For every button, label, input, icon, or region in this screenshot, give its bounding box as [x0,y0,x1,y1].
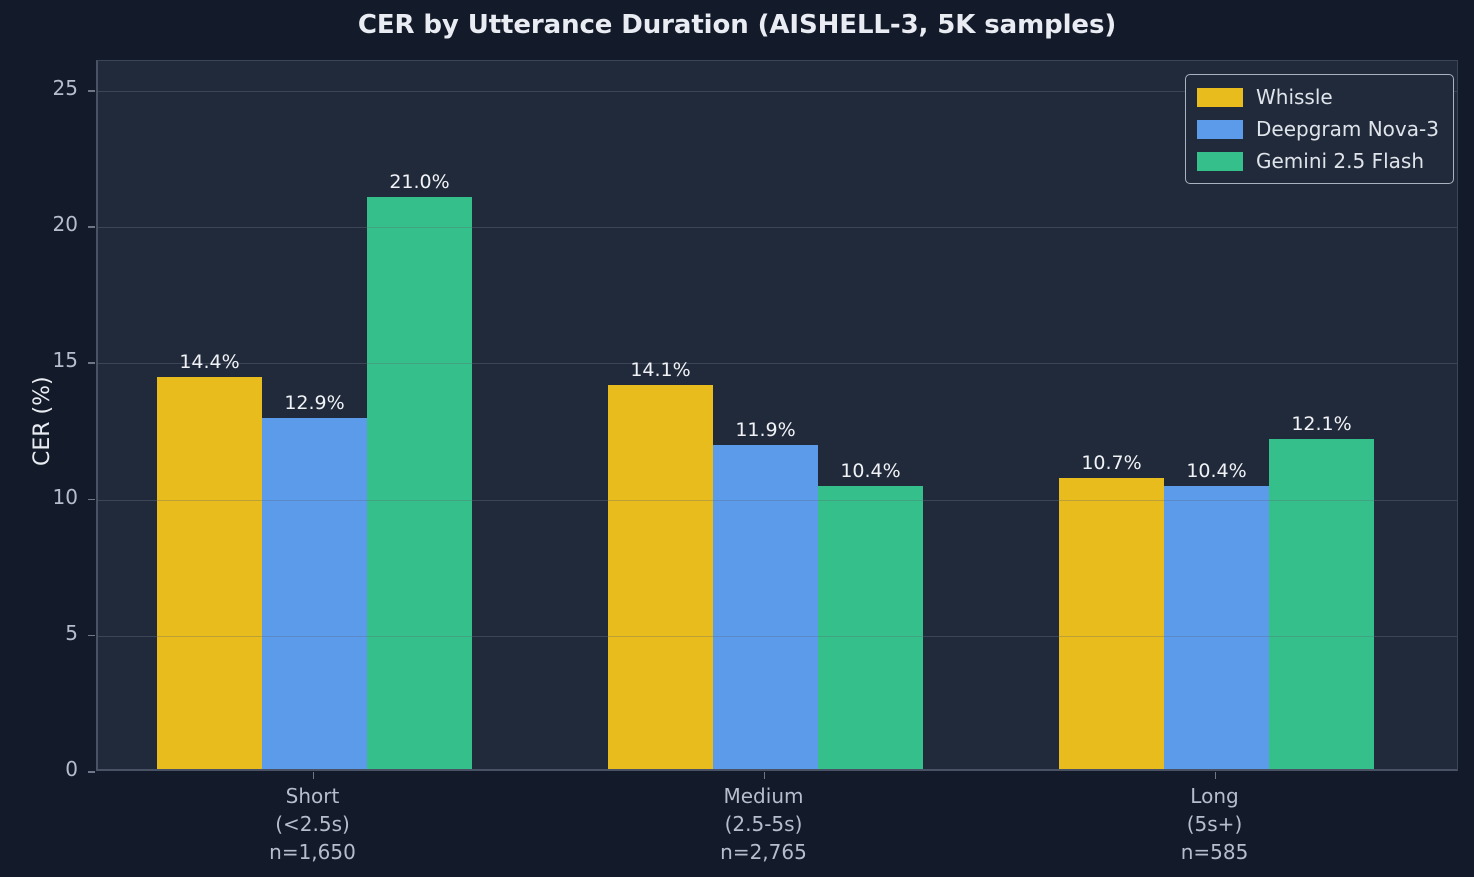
y-axis-tick-mark [88,771,95,773]
y-axis-label: CER (%) [30,375,55,466]
x-axis-group-range: (2.5-5s) [724,812,803,836]
bar[interactable] [818,485,923,769]
x-axis-group-label: Long (5s+) n=585 [1065,782,1365,866]
y-axis-tick-mark [88,362,95,364]
bar[interactable] [367,196,472,769]
grid-lines-overlay [98,61,1457,769]
bar-value-label: 12.1% [1291,413,1352,436]
legend-item-label: Gemini 2.5 Flash [1256,149,1425,173]
x-axis-group-count: n=2,765 [720,840,807,864]
x-axis-tick-mark [1214,772,1217,779]
bar-value-label: 10.4% [840,459,901,482]
legend-swatch-icon [1197,87,1243,107]
bar[interactable] [262,417,367,769]
bar[interactable] [608,384,713,769]
bar-value-label: 11.9% [735,418,796,441]
gridline [98,227,1457,229]
y-axis-tick-label: 20 [52,212,78,237]
y-axis-tick-mark [88,634,95,637]
y-axis-tick-mark [88,498,95,501]
bar-value-label: 12.9% [284,391,345,414]
bar-value-label: 10.4% [1186,459,1247,482]
legend-item[interactable]: Deepgram Nova-3 [1197,116,1439,142]
bar-value-label: 14.1% [630,358,691,381]
bar-value-label: 10.7% [1081,451,1142,474]
bar[interactable] [157,376,262,769]
gridline-overlay [98,227,1457,229]
bars-container [98,61,1457,769]
page-title: CER by Utterance Duration (AISHELL-3, 5K… [357,10,1117,40]
x-axis-group-name: Long [1190,784,1239,808]
bar[interactable] [713,444,818,769]
gridline-overlay [98,635,1457,637]
y-axis-tick-label: 25 [52,75,78,100]
y-axis-tick-mark [88,226,95,228]
gridline [98,90,1457,92]
gridline-overlay [98,363,1457,365]
x-axis-group-name: Short [285,784,340,808]
x-axis-group-range: (5s+) [1186,812,1243,836]
x-axis-tick-mark [312,772,315,779]
x-axis-group-label: Short (<2.5s) n=1,650 [163,782,463,866]
y-axis-tick-mark [88,89,95,92]
x-axis-group-count: n=1,650 [269,840,356,864]
y-axis-tick-label: 10 [52,484,78,509]
x-axis-group-name: Medium [723,784,804,808]
x-axis-tick-mark [763,772,766,779]
bar-value-labels: 14.4% 12.9% 21.0% 14.1% 11.9% 10.4% 10.7% 10.4%… [98,61,1457,769]
y-axis-tick-label: 0 [65,757,78,781]
legend-item[interactable]: Gemini 2.5 Flash [1197,148,1439,174]
bar-value-label: 14.4% [179,350,240,373]
gridline-overlay [98,499,1457,501]
x-axis-group-count: n=585 [1180,840,1249,864]
y-axis-tick-label: 5 [65,620,78,645]
legend-swatch-icon [1197,151,1243,171]
chart-legend[interactable]: Whissle Deepgram Nova-3 Gemini 2.5 Flash [1185,74,1454,184]
gridline-overlay [98,90,1457,92]
x-axis-group-range: (<2.5s) [275,812,350,836]
legend-swatch-icon [1197,119,1243,139]
legend-item[interactable]: Whissle [1197,84,1439,110]
y-axis-tick-label: 15 [52,348,78,373]
gridline [98,363,1457,365]
bar[interactable] [1059,477,1164,769]
x-axis-group-label: Medium (2.5-5s) n=2,765 [614,782,914,866]
bar[interactable] [1164,485,1269,769]
bar[interactable] [1269,439,1374,769]
legend-item-label: Whissle [1256,85,1333,109]
bar-value-label: 21.0% [389,170,450,193]
legend-item-label: Deepgram Nova-3 [1256,117,1439,141]
